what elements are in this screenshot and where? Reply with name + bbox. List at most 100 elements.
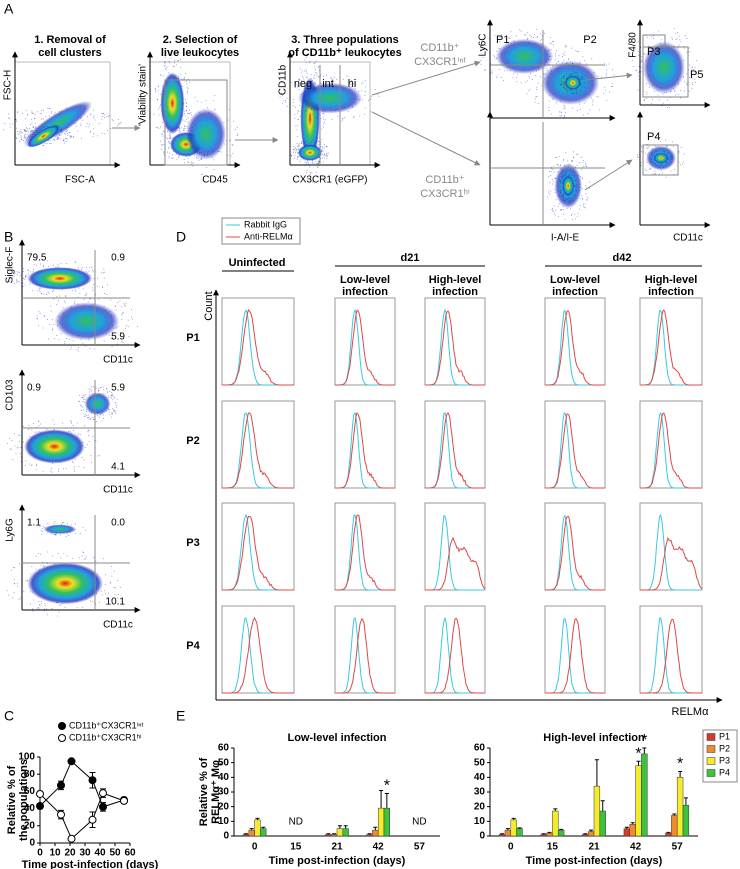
event-dot (548, 59, 550, 61)
event-dot (569, 170, 571, 172)
event-dot (638, 54, 640, 56)
event-dot (13, 592, 15, 594)
event-dot (176, 128, 178, 130)
bar (372, 829, 379, 837)
event-dot (70, 348, 72, 350)
event-dot (10, 449, 12, 451)
event-dot (310, 114, 312, 116)
event-dot (90, 131, 92, 133)
event-dot (482, 57, 484, 59)
event-dot (183, 129, 185, 131)
event-dot (9, 437, 11, 439)
event-dot (305, 76, 307, 78)
event-dot (304, 59, 306, 61)
bar (325, 834, 332, 837)
event-dot (82, 288, 84, 290)
event-dot (214, 109, 216, 111)
event-dot (549, 37, 551, 39)
point (67, 757, 76, 766)
plot-frame (639, 121, 701, 226)
event-dot (76, 349, 78, 351)
event-dot (592, 104, 594, 106)
y-tick-label: 20 (218, 801, 230, 812)
event-dot (79, 292, 81, 294)
event-dot (301, 141, 303, 143)
event-dot (117, 125, 119, 127)
event-dot (117, 594, 119, 596)
event-dot (572, 90, 574, 92)
event-dot (110, 299, 112, 301)
event-dot (108, 335, 110, 337)
histogram-frame (334, 605, 396, 694)
event-dot (581, 77, 583, 79)
event-dot (31, 566, 33, 568)
label: A (4, 1, 14, 17)
event-dot (34, 431, 36, 433)
event-dot (654, 145, 656, 147)
event-dot (80, 405, 82, 407)
event-dot (560, 210, 562, 212)
event-dot (38, 608, 40, 610)
event-dot (567, 201, 569, 203)
event-dot (326, 155, 328, 157)
event-dot (58, 129, 60, 131)
event-dot (207, 107, 209, 109)
event-dot (365, 86, 367, 88)
event-dot (297, 146, 299, 148)
event-dot (90, 114, 92, 116)
event-dot (65, 338, 67, 340)
event-dot (68, 338, 70, 340)
event-dot (48, 266, 50, 268)
event-dot (309, 60, 311, 62)
event-dot (302, 75, 304, 77)
bar (377, 807, 385, 837)
bar (623, 828, 631, 837)
event-dot (556, 156, 558, 158)
event-dot (9, 123, 11, 125)
event-dot (40, 128, 42, 130)
label: 'Viability stain' (138, 64, 149, 126)
y-tick-label: 40 (24, 803, 36, 814)
event-dot (299, 161, 301, 163)
histogram-relma (425, 617, 485, 694)
event-dot (85, 294, 87, 296)
event-dot (558, 111, 560, 113)
event-dot (640, 162, 642, 164)
event-dot (44, 142, 46, 144)
event-dot (600, 76, 602, 78)
event-dot (52, 291, 54, 293)
event-dot (535, 95, 537, 97)
event-dot (691, 67, 693, 69)
event-dot (568, 201, 570, 203)
histogram-relma (640, 309, 702, 386)
event-dot (85, 292, 87, 294)
event-dot (185, 118, 187, 120)
label: P4 (647, 131, 660, 143)
event-dot (315, 72, 317, 74)
event-dot (552, 169, 554, 171)
event-dot (323, 153, 325, 155)
event-dot (484, 69, 486, 71)
event-dot (667, 162, 669, 164)
event-dot (83, 395, 85, 397)
event-dot (45, 115, 47, 117)
event-dot (344, 116, 346, 118)
event-dot (305, 69, 307, 71)
event-dot (163, 75, 165, 77)
event-dot (128, 336, 130, 338)
event-dot (341, 120, 343, 122)
event-dot (160, 144, 162, 146)
event-dot (297, 124, 299, 126)
error-bar (594, 759, 599, 787)
x-tick-label: 50 (109, 848, 121, 859)
event-dot (370, 111, 372, 113)
event-dot (563, 214, 565, 216)
event-dot (305, 110, 307, 112)
event-dot (536, 88, 538, 90)
event-dot (317, 118, 319, 120)
event-dot (313, 77, 315, 79)
event-dot (11, 569, 13, 571)
event-dot (317, 112, 319, 114)
event-dot (159, 140, 161, 142)
event-dot (563, 208, 565, 210)
